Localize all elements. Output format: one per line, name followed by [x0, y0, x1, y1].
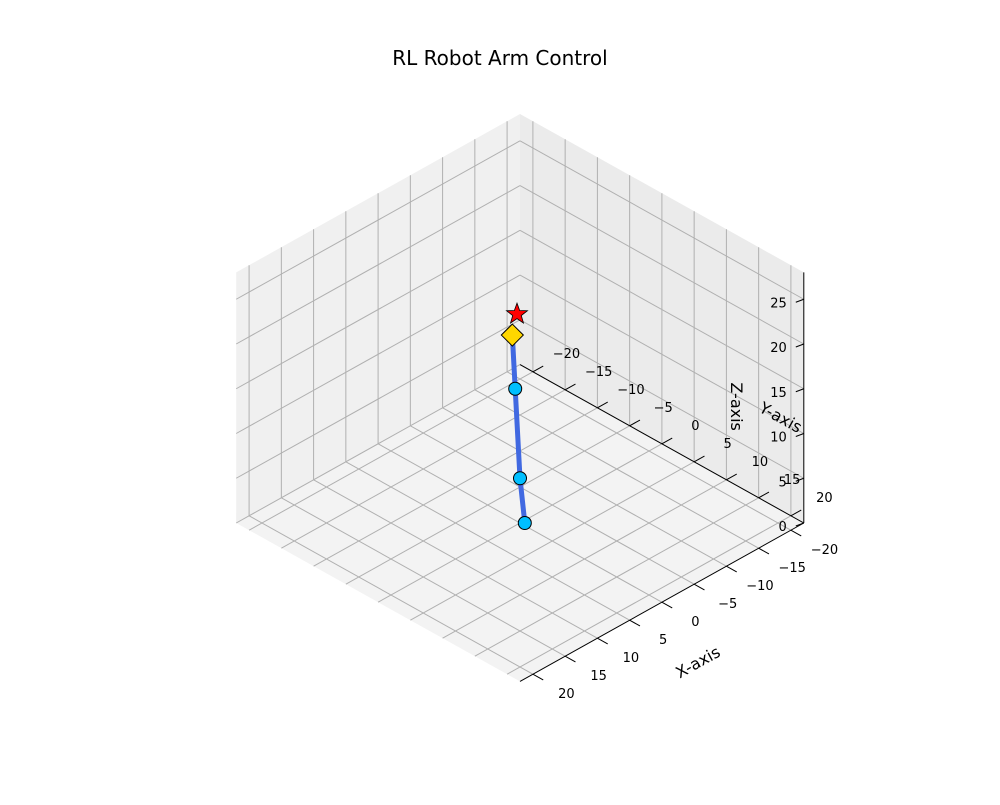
arm-segment-line	[509, 334, 528, 524]
grid-line	[410, 425, 695, 585]
y-tick	[629, 419, 641, 427]
z-tick	[795, 343, 804, 348]
grid-line	[281, 497, 566, 657]
grid-line	[248, 515, 534, 675]
grid-line	[235, 319, 521, 479]
grid-line	[506, 371, 792, 531]
grid-line	[474, 389, 759, 549]
y-tick	[790, 509, 802, 517]
y-tick	[661, 437, 673, 445]
y-tick	[564, 383, 576, 391]
y-tick-label: −15	[585, 365, 612, 380]
y-tick-label: −5	[654, 401, 673, 416]
z-tick-label: 15	[770, 386, 787, 401]
chart-title: RL Robot Arm Control	[392, 46, 608, 70]
x-tick-label: 20	[558, 687, 575, 702]
grid-line	[519, 319, 805, 479]
x-tick-label: 5	[659, 633, 667, 648]
arm-joint-marker	[508, 381, 523, 396]
z-tick-label: 0	[779, 520, 787, 535]
x-tick-label: 15	[590, 669, 607, 684]
grid-line	[519, 229, 805, 390]
y-tick	[758, 491, 770, 499]
x-tick-label: −10	[746, 579, 773, 594]
y-tick-label: 5	[724, 437, 732, 452]
z-tick-label: 10	[770, 431, 787, 446]
grid-line	[235, 229, 521, 390]
target-star-marker	[505, 301, 529, 325]
grid-line	[235, 274, 521, 434]
x-tick	[532, 673, 544, 681]
grid-line	[345, 461, 630, 621]
x-tick	[693, 583, 705, 591]
z-tick-label: 20	[770, 341, 787, 356]
x-tick	[758, 547, 770, 555]
z-tick	[795, 433, 804, 437]
x-tick-label: −15	[778, 561, 805, 576]
grid-line	[313, 479, 598, 639]
y-tick-label: 20	[816, 491, 833, 506]
x-tick	[629, 619, 641, 627]
grid-line	[519, 140, 805, 300]
x-tick	[790, 529, 802, 537]
y-tick	[597, 401, 608, 409]
z-axis-label: Z-axis	[727, 382, 746, 431]
x-tick-label: 0	[691, 615, 699, 630]
y-tick-label: 15	[784, 473, 801, 488]
z-tick	[795, 388, 804, 393]
y-tick-label: −10	[617, 383, 644, 398]
x-tick-label: 10	[623, 651, 640, 666]
grid-line	[235, 140, 521, 300]
x-tick	[564, 655, 576, 663]
y-tick	[693, 455, 705, 463]
z-tick-label: 25	[770, 296, 787, 311]
arm-joint-marker	[517, 516, 532, 530]
z-tick	[795, 477, 804, 482]
grid-line	[235, 185, 521, 345]
arm-joint-marker	[513, 471, 527, 486]
y-tick-label: 0	[691, 419, 699, 434]
grid-line	[519, 274, 805, 434]
z-tick	[795, 522, 804, 527]
x-axis-label: X-axis	[672, 642, 723, 682]
x-tick-label: −20	[811, 543, 838, 558]
grid-line	[519, 185, 805, 345]
y-tick	[532, 365, 544, 373]
z-tick-label: 5	[779, 475, 787, 490]
x-tick	[726, 565, 737, 573]
y-tick	[726, 473, 737, 481]
grid-line	[442, 407, 727, 567]
grid-line	[235, 364, 521, 524]
y-tick-label: 10	[752, 455, 769, 470]
end-effector-marker	[500, 323, 525, 347]
y-tick-label: −20	[553, 347, 580, 362]
x-tick	[661, 601, 673, 609]
x-tick-label: −5	[718, 597, 737, 612]
x-tick	[597, 637, 608, 645]
z-tick	[795, 298, 804, 303]
